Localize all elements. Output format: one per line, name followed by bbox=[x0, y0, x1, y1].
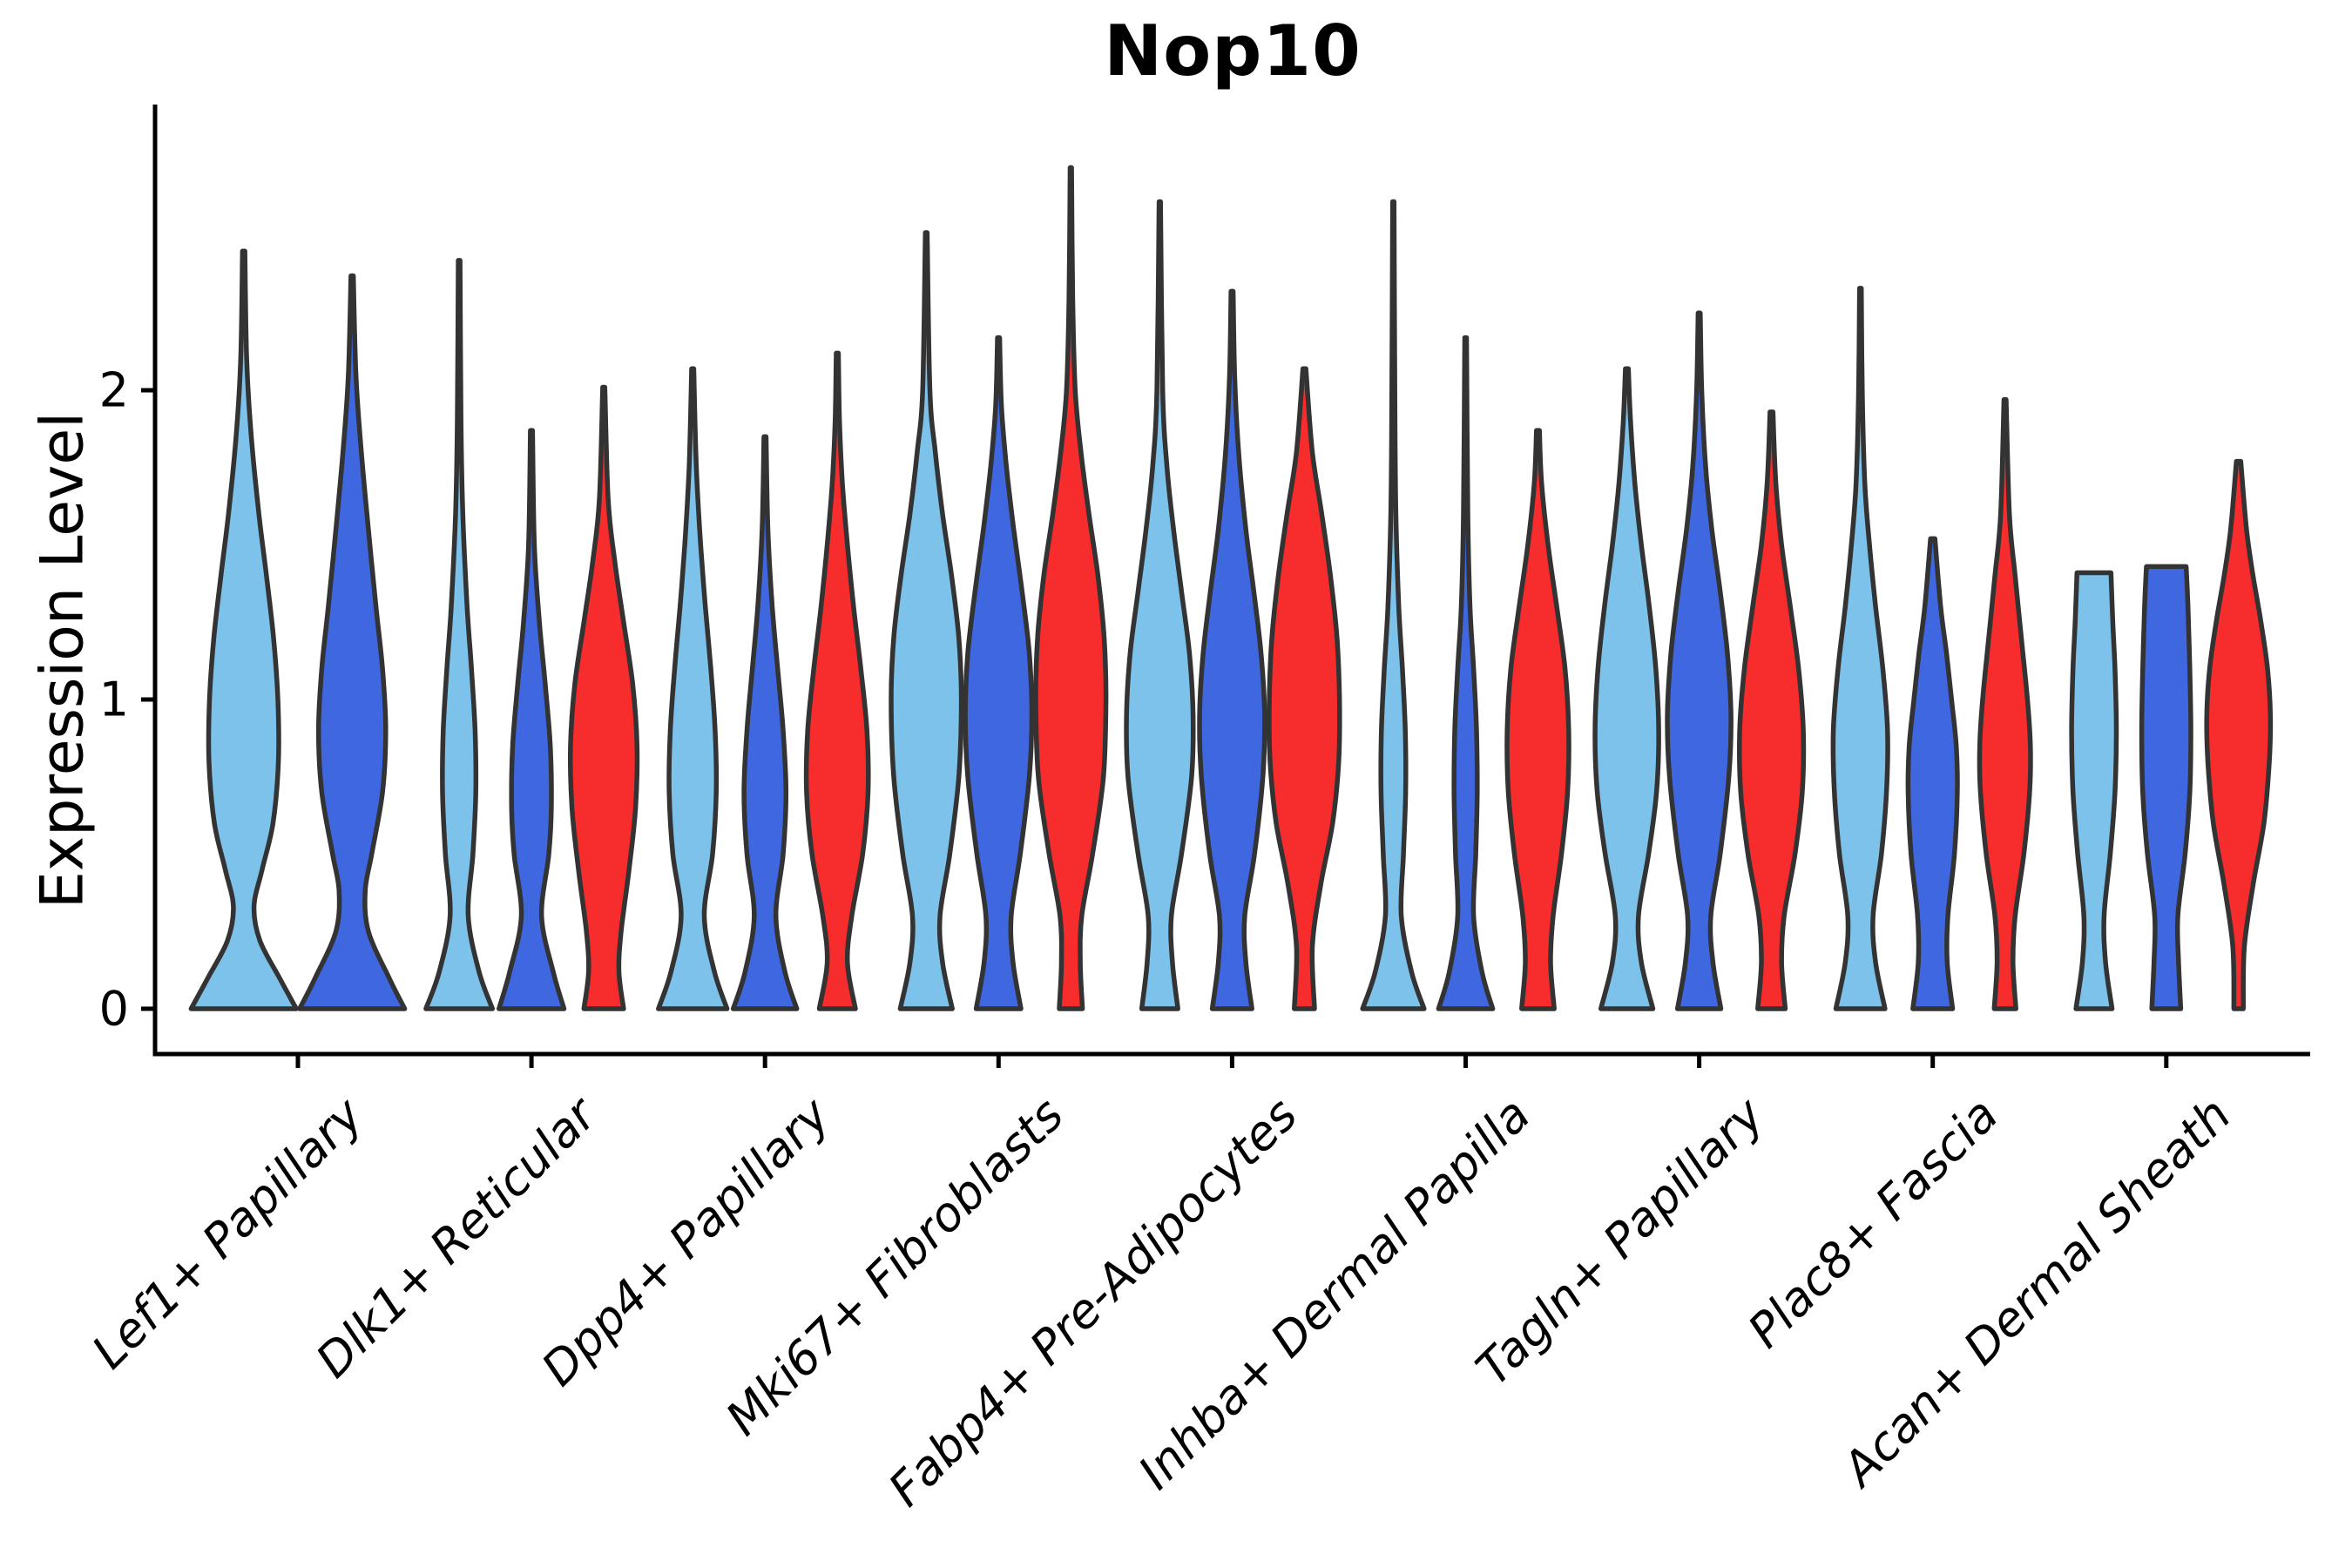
violin-fabp4-pre-adipocytes-red bbox=[1267, 366, 1342, 1011]
violin-dpp4-papillary-light_blue bbox=[656, 366, 730, 1011]
violin-mki67-fibroblasts-red bbox=[1033, 165, 1109, 1011]
violin-acan-dermal-sheath-dark_blue bbox=[2139, 564, 2193, 1011]
violin-fabp4-pre-adipocytes-light_blue bbox=[1124, 199, 1196, 1011]
violin-inhba-dermal-papilla-dark_blue bbox=[1436, 335, 1496, 1011]
y-tick-label-2: 2 bbox=[98, 362, 129, 418]
violin-tagln-papillary-dark_blue bbox=[1665, 310, 1734, 1011]
violin-lef1-papillary-light_blue bbox=[188, 248, 299, 1011]
violin-dlk1-reticular-dark_blue bbox=[497, 428, 567, 1011]
y-tick-label-0: 0 bbox=[98, 981, 129, 1037]
violin-fabp4-pre-adipocytes-dark_blue bbox=[1197, 288, 1267, 1011]
chart-title: Nop10 bbox=[1104, 10, 1362, 91]
violin-inhba-dermal-papilla-red bbox=[1504, 428, 1571, 1011]
violin-inhba-dermal-papilla-light_blue bbox=[1360, 199, 1427, 1011]
violin-tagln-papillary-red bbox=[1736, 409, 1807, 1011]
violin-tagln-papillary-light_blue bbox=[1592, 366, 1661, 1011]
violin-lef1-papillary-dark_blue bbox=[297, 273, 408, 1011]
violin-mki67-fibroblasts-dark_blue bbox=[963, 335, 1035, 1011]
violin-dlk1-reticular-red bbox=[567, 384, 640, 1011]
violin-dpp4-papillary-dark_blue bbox=[730, 434, 800, 1011]
violin-mki67-fibroblasts-light_blue bbox=[889, 230, 964, 1011]
violin-plac8-fascia-red bbox=[1977, 396, 2033, 1011]
violin-plac8-fascia-light_blue bbox=[1830, 286, 1890, 1011]
y-tick-label-1: 1 bbox=[98, 672, 129, 727]
violin-dlk1-reticular-light_blue bbox=[423, 258, 496, 1011]
violin-dpp4-papillary-red bbox=[803, 350, 871, 1011]
violin-acan-dermal-sheath-light_blue bbox=[2069, 570, 2119, 1011]
violin-plac8-fascia-dark_blue bbox=[1905, 536, 1960, 1011]
violin-acan-dermal-sheath-red bbox=[2204, 458, 2274, 1011]
